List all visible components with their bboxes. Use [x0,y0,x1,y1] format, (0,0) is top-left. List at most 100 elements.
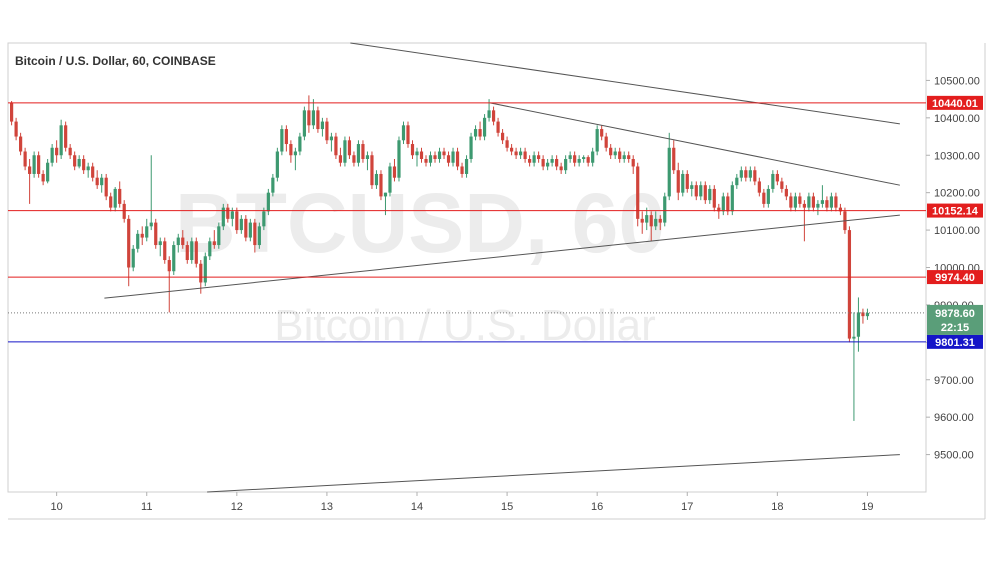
candle-body [627,155,631,159]
candle [212,230,216,249]
candle [253,218,257,253]
candle-body [14,121,18,137]
candle [559,162,563,174]
candle [766,185,770,208]
candle-body [230,211,234,219]
candle-body [523,151,527,159]
candle-body [609,147,613,156]
candle [694,181,698,201]
candle-body [19,136,23,152]
resistance-level-badge [927,203,983,218]
candle [82,155,86,174]
candle-body [699,185,703,197]
candle-body [649,215,653,227]
candle-body [140,233,144,238]
candle [320,117,325,137]
candle [374,170,379,189]
candle-body [41,173,45,182]
candle-body [82,158,86,171]
candle [451,147,455,167]
candle-body [77,158,81,167]
candle-body [37,155,41,174]
candle-body [505,140,509,148]
candle [118,181,122,208]
candle-body [685,173,689,189]
candle [104,173,108,201]
candle [352,151,356,167]
candle [50,144,54,167]
candle [433,151,437,163]
candle-body [311,110,315,126]
candle [640,211,644,234]
x-tick-label: 14 [411,501,423,513]
candle-body [176,237,180,246]
candle-body [154,222,158,246]
candle-body [212,241,216,246]
candle-body [807,196,811,208]
candle-body [820,200,824,204]
candle [59,119,63,159]
x-tick-label: 12 [231,501,243,513]
candle [419,147,424,163]
resistance-level-badge [927,270,983,285]
candle-body [829,196,834,208]
x-tick-label: 13 [321,501,333,513]
candle [735,173,739,189]
candle-body [370,155,374,186]
candle-body [455,151,460,167]
candle-body [338,155,343,163]
x-tick-label: 11 [141,501,152,513]
candle-body [681,173,685,193]
candle [721,192,725,216]
candle-body [392,166,397,178]
candle [460,162,464,178]
candle-body [410,144,415,156]
candle [834,192,838,212]
candle [753,166,757,186]
candle-body [136,233,140,249]
candle-body [437,151,442,159]
candle-body [834,196,838,208]
candle [528,155,532,167]
candle-body [591,151,595,163]
candle [568,151,572,163]
candle [167,256,171,313]
candle-body [451,151,455,163]
support-level-label: 9801.31 [935,337,975,349]
trend-line[interactable] [489,102,900,186]
candle-body [91,166,95,178]
candle-body [672,147,676,171]
trend-line[interactable] [350,42,900,125]
candle-body [239,218,243,231]
candle [519,147,523,159]
candle [744,166,748,182]
candle-body [352,155,356,163]
candle [257,222,261,249]
time-axis[interactable]: 10 11 12 13 14 15 16 17 18 19 [51,492,874,513]
trend-line[interactable] [207,454,900,493]
candle [667,132,671,201]
candle [555,155,559,171]
y-tick-label: 10200.00 [934,188,980,200]
candle-body [343,140,347,163]
y-tick-label: 9500.00 [934,450,974,462]
candle [762,188,766,208]
candle [221,203,225,231]
resistance-level-label: 10440.01 [932,98,978,110]
candle-body [329,136,334,141]
candle-body [748,170,752,178]
candle-body [798,196,802,204]
candle [316,106,320,133]
candle [537,151,541,163]
candle [649,211,653,242]
candle-body [469,136,473,159]
candle-body [10,102,14,122]
trend-line[interactable] [104,214,900,299]
candle-body [397,140,401,178]
candle [226,203,230,223]
candle [163,237,167,264]
candle [748,166,752,182]
candle [64,121,68,152]
